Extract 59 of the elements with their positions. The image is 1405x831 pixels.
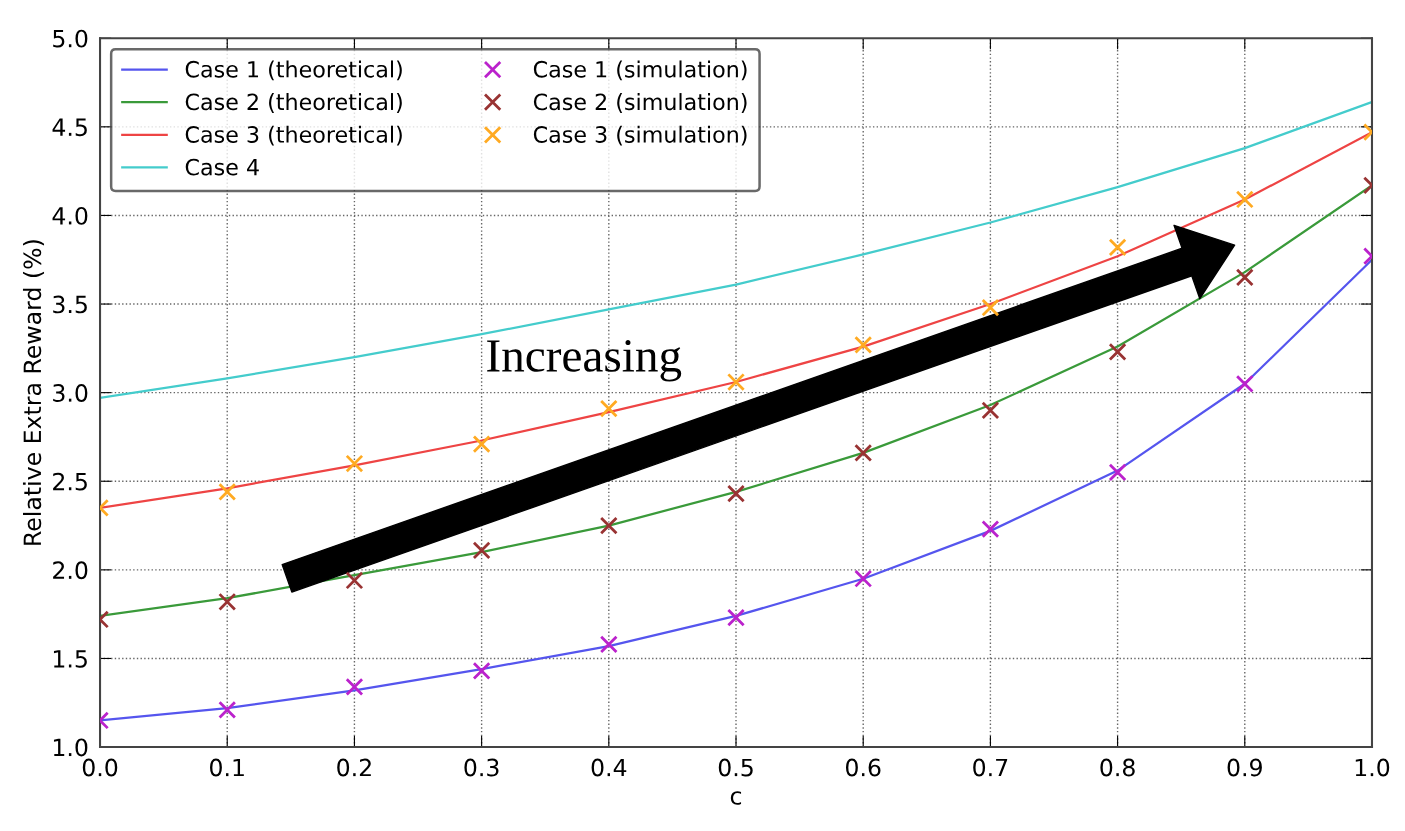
annotation: Increasing (487, 340, 682, 382)
point (726, 484, 746, 503)
y-tick-label: 3.5 (53, 295, 87, 314)
y-tick-label: 3.0 (53, 384, 88, 402)
x-tick-label: 0.6 (845, 758, 881, 777)
point (1108, 463, 1127, 482)
y-tick-label: 2.5 (53, 472, 87, 491)
point (345, 454, 364, 473)
y-tick-label: 4.0 (52, 206, 88, 225)
point (218, 482, 237, 501)
legend-label: Case 1 (theoretical) (185, 60, 402, 81)
x-tick-label: 0.5 (718, 758, 753, 777)
y-tick-label: 4.5 (52, 118, 87, 137)
x-tick-label: 0.2 (337, 758, 371, 777)
legend-label: Case 2 (theoretical) (185, 93, 402, 113)
point (599, 399, 618, 418)
legend-label: Case 4 (185, 158, 259, 176)
line-series (100, 184, 1372, 618)
point (726, 372, 746, 392)
point (981, 401, 1000, 420)
point (854, 443, 873, 462)
y-tick-label: 1.0 (53, 738, 88, 757)
x-tick-label: 0.9 (1227, 758, 1262, 777)
point (1108, 342, 1127, 361)
point (472, 541, 491, 560)
legend-label: Case 2 (simulation) (533, 93, 747, 113)
x-tick-label: 0.7 (973, 758, 1008, 777)
legend-label: Case 3 (theoretical) (185, 125, 402, 146)
x-axis-title: c (730, 791, 742, 805)
point (854, 335, 873, 354)
x-tick-label: 0.0 (82, 758, 118, 777)
point (218, 700, 237, 719)
line-series (100, 258, 1372, 722)
x-tick-label: 0.8 (1100, 758, 1135, 777)
x-tick-label: 1.0 (1355, 758, 1390, 777)
legend-label: Case 3 (simulation) (533, 125, 747, 146)
point (472, 661, 491, 680)
y-tick-label: 1.5 (53, 650, 87, 668)
point (345, 677, 364, 696)
point (1235, 190, 1254, 209)
point (981, 298, 1000, 317)
point (981, 520, 1000, 539)
y-tick-label: 2.0 (53, 561, 88, 580)
point (345, 571, 364, 590)
y-tick-label: 5.0 (53, 29, 88, 48)
point (854, 569, 873, 588)
point (1235, 268, 1254, 287)
x-tick-label: 0.3 (464, 758, 499, 777)
point (599, 635, 618, 654)
point (726, 608, 746, 627)
x-tick-label: 0.1 (210, 758, 244, 777)
point (1108, 238, 1127, 257)
point (1235, 374, 1254, 393)
y-axis-title: Relative Extra Reward (%) (22, 240, 45, 545)
point (599, 516, 618, 535)
legend-label: Case 1 (simulation) (533, 60, 747, 81)
point (218, 592, 237, 611)
x-tick-label: 0.4 (591, 758, 627, 777)
point (472, 435, 491, 454)
